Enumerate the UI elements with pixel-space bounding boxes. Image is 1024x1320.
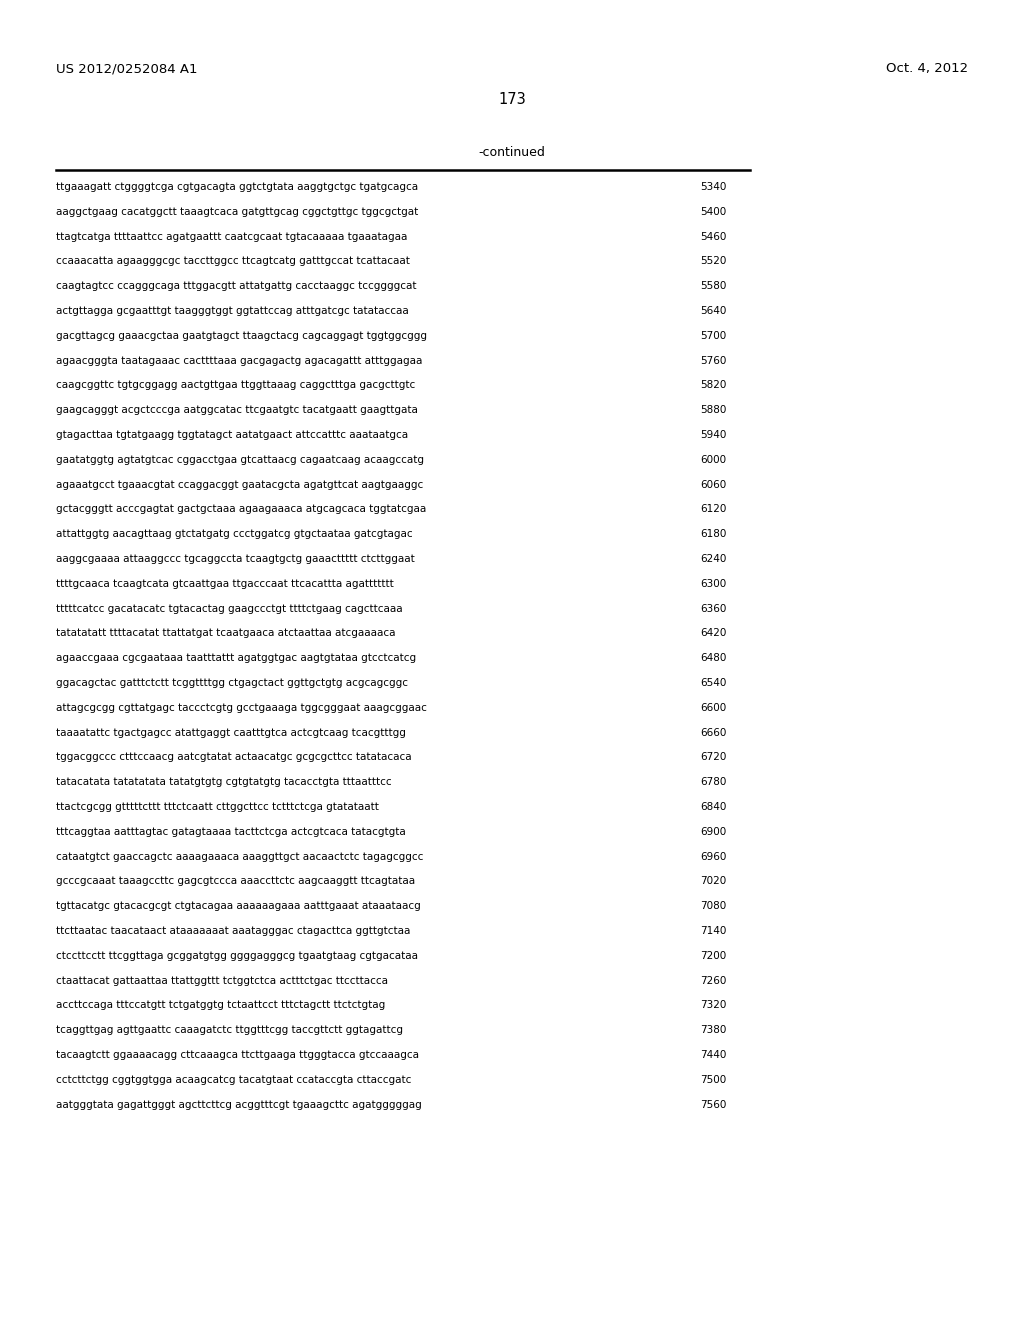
Text: agaaatgcct tgaaacgtat ccaggacggt gaatacgcta agatgttcat aagtgaaggc: agaaatgcct tgaaacgtat ccaggacggt gaatacg… [56,479,423,490]
Text: tttttcatcc gacatacatc tgtacactag gaagccctgt ttttctgaag cagcttcaaa: tttttcatcc gacatacatc tgtacactag gaagccc… [56,603,402,614]
Text: caagcggttc tgtgcggagg aactgttgaa ttggttaaag caggctttga gacgcttgtc: caagcggttc tgtgcggagg aactgttgaa ttggtta… [56,380,416,391]
Text: tatacatata tatatatata tatatgtgtg cgtgtatgtg tacacctgta tttaatttcc: tatacatata tatatatata tatatgtgtg cgtgtat… [56,777,391,787]
Text: aaggcgaaaa attaaggccc tgcaggccta tcaagtgctg gaaacttttt ctcttggaat: aaggcgaaaa attaaggccc tgcaggccta tcaagtg… [56,554,415,564]
Text: 7320: 7320 [700,1001,726,1010]
Text: 6120: 6120 [700,504,726,515]
Text: ctccttcctt ttcggttaga gcggatgtgg ggggagggcg tgaatgtaag cgtgacataa: ctccttcctt ttcggttaga gcggatgtgg ggggagg… [56,950,418,961]
Text: tgttacatgc gtacacgcgt ctgtacagaa aaaaaagaaa aatttgaaat ataaataacg: tgttacatgc gtacacgcgt ctgtacagaa aaaaaag… [56,902,421,911]
Text: tggacggccc ctttccaacg aatcgtatat actaacatgc gcgcgcttcc tatatacaca: tggacggccc ctttccaacg aatcgtatat actaaca… [56,752,412,763]
Text: tacaagtctt ggaaaacagg cttcaaagca ttcttgaaga ttgggtacca gtccaaagca: tacaagtctt ggaaaacagg cttcaaagca ttcttga… [56,1049,419,1060]
Text: 5940: 5940 [700,430,726,440]
Text: ttcttaatac taacataact ataaaaaaat aaatagggac ctagacttca ggttgtctaa: ttcttaatac taacataact ataaaaaaat aaatagg… [56,927,411,936]
Text: 6000: 6000 [700,455,726,465]
Text: 5340: 5340 [700,182,726,191]
Text: agaaccgaaa cgcgaataaa taatttattt agatggtgac aagtgtataa gtcctcatcg: agaaccgaaa cgcgaataaa taatttattt agatggt… [56,653,416,663]
Text: 5640: 5640 [700,306,726,315]
Text: agaacgggta taatagaaac cacttttaaa gacgagactg agacagattt atttggagaa: agaacgggta taatagaaac cacttttaaa gacgaga… [56,355,422,366]
Text: ttgaaagatt ctggggtcga cgtgacagta ggtctgtata aaggtgctgc tgatgcagca: ttgaaagatt ctggggtcga cgtgacagta ggtctgt… [56,182,418,191]
Text: 6900: 6900 [700,826,726,837]
Text: ttttgcaaca tcaagtcata gtcaattgaa ttgacccaat ttcacattta agattttttt: ttttgcaaca tcaagtcata gtcaattgaa ttgaccc… [56,578,394,589]
Text: attagcgcgg cgttatgagc taccctcgtg gcctgaaaga tggcgggaat aaagcggaac: attagcgcgg cgttatgagc taccctcgtg gcctgaa… [56,702,427,713]
Text: 6300: 6300 [700,578,726,589]
Text: 5520: 5520 [700,256,726,267]
Text: aaggctgaag cacatggctt taaagtcaca gatgttgcag cggctgttgc tggcgctgat: aaggctgaag cacatggctt taaagtcaca gatgttg… [56,207,418,216]
Text: 7140: 7140 [700,927,726,936]
Text: gaatatggtg agtatgtcac cggacctgaa gtcattaacg cagaatcaag acaagccatg: gaatatggtg agtatgtcac cggacctgaa gtcatta… [56,455,424,465]
Text: 7440: 7440 [700,1049,726,1060]
Text: 7020: 7020 [700,876,726,887]
Text: accttccaga tttccatgtt tctgatggtg tctaattcct tttctagctt ttctctgtag: accttccaga tttccatgtt tctgatggtg tctaatt… [56,1001,385,1010]
Text: caagtagtcc ccagggcaga tttggacgtt attatgattg cacctaaggc tccggggcat: caagtagtcc ccagggcaga tttggacgtt attatga… [56,281,417,292]
Text: 6180: 6180 [700,529,726,539]
Text: 6840: 6840 [700,803,726,812]
Text: 5700: 5700 [700,331,726,341]
Text: taaaatattc tgactgagcc atattgaggt caatttgtca actcgtcaag tcacgtttgg: taaaatattc tgactgagcc atattgaggt caatttg… [56,727,406,738]
Text: 6480: 6480 [700,653,726,663]
Text: actgttagga gcgaatttgt taagggtggt ggtattccag atttgatcgc tatataccaa: actgttagga gcgaatttgt taagggtggt ggtattc… [56,306,409,315]
Text: 5400: 5400 [700,207,726,216]
Text: 7560: 7560 [700,1100,726,1110]
Text: tcaggttgag agttgaattc caaagatctc ttggtttcgg taccgttctt ggtagattcg: tcaggttgag agttgaattc caaagatctc ttggttt… [56,1026,403,1035]
Text: tatatatatt ttttacatat ttattatgat tcaatgaaca atctaattaa atcgaaaaca: tatatatatt ttttacatat ttattatgat tcaatga… [56,628,395,639]
Text: ggacagctac gatttctctt tcggttttgg ctgagctact ggttgctgtg acgcagcggc: ggacagctac gatttctctt tcggttttgg ctgagct… [56,678,408,688]
Text: 6600: 6600 [700,702,726,713]
Text: 6060: 6060 [700,479,726,490]
Text: 7200: 7200 [700,950,726,961]
Text: 5580: 5580 [700,281,726,292]
Text: cataatgtct gaaccagctc aaaagaaaca aaaggttgct aacaactctc tagagcggcc: cataatgtct gaaccagctc aaaagaaaca aaaggtt… [56,851,423,862]
Text: 5820: 5820 [700,380,726,391]
Text: 6780: 6780 [700,777,726,787]
Text: 6540: 6540 [700,678,726,688]
Text: ttactcgcgg gtttttcttt tttctcaatt cttggcttcc tctttctcga gtatataatt: ttactcgcgg gtttttcttt tttctcaatt cttggct… [56,803,379,812]
Text: gaagcagggt acgctcccga aatggcatac ttcgaatgtc tacatgaatt gaagttgata: gaagcagggt acgctcccga aatggcatac ttcgaat… [56,405,418,416]
Text: 6360: 6360 [700,603,726,614]
Text: ccaaacatta agaagggcgc taccttggcc ttcagtcatg gatttgccat tcattacaat: ccaaacatta agaagggcgc taccttggcc ttcagtc… [56,256,410,267]
Text: 6960: 6960 [700,851,726,862]
Text: 6240: 6240 [700,554,726,564]
Text: ttagtcatga ttttaattcc agatgaattt caatcgcaat tgtacaaaaa tgaaatagaa: ttagtcatga ttttaattcc agatgaattt caatcgc… [56,231,408,242]
Text: 6720: 6720 [700,752,726,763]
Text: -continued: -continued [478,147,546,158]
Text: Oct. 4, 2012: Oct. 4, 2012 [886,62,968,75]
Text: 6660: 6660 [700,727,726,738]
Text: 7380: 7380 [700,1026,726,1035]
Text: gctacgggtt acccgagtat gactgctaaa agaagaaaca atgcagcaca tggtatcgaa: gctacgggtt acccgagtat gactgctaaa agaagaa… [56,504,426,515]
Text: gtagacttaa tgtatgaagg tggtatagct aatatgaact attccatttc aaataatgca: gtagacttaa tgtatgaagg tggtatagct aatatga… [56,430,409,440]
Text: 7080: 7080 [700,902,726,911]
Text: 6420: 6420 [700,628,726,639]
Text: 7260: 7260 [700,975,726,986]
Text: 173: 173 [498,92,526,107]
Text: tttcaggtaa aatttagtac gatagtaaaa tacttctcga actcgtcaca tatacgtgta: tttcaggtaa aatttagtac gatagtaaaa tacttct… [56,826,406,837]
Text: 5460: 5460 [700,231,726,242]
Text: cctcttctgg cggtggtgga acaagcatcg tacatgtaat ccataccgta cttaccgatc: cctcttctgg cggtggtgga acaagcatcg tacatgt… [56,1074,412,1085]
Text: attattggtg aacagttaag gtctatgatg ccctggatcg gtgctaataa gatcgtagac: attattggtg aacagttaag gtctatgatg ccctgga… [56,529,413,539]
Text: gcccgcaaat taaagccttc gagcgtccca aaaccttctc aagcaaggtt ttcagtataa: gcccgcaaat taaagccttc gagcgtccca aaacctt… [56,876,415,887]
Text: 5760: 5760 [700,355,726,366]
Text: gacgttagcg gaaacgctaa gaatgtagct ttaagctacg cagcaggagt tggtggcggg: gacgttagcg gaaacgctaa gaatgtagct ttaagct… [56,331,427,341]
Text: 5880: 5880 [700,405,726,416]
Text: US 2012/0252084 A1: US 2012/0252084 A1 [56,62,198,75]
Text: 7500: 7500 [700,1074,726,1085]
Text: aatgggtata gagattgggt agcttcttcg acggtttcgt tgaaagcttc agatgggggag: aatgggtata gagattgggt agcttcttcg acggttt… [56,1100,422,1110]
Text: ctaattacat gattaattaa ttattggttt tctggtctca actttctgac ttccttacca: ctaattacat gattaattaa ttattggttt tctggtc… [56,975,388,986]
